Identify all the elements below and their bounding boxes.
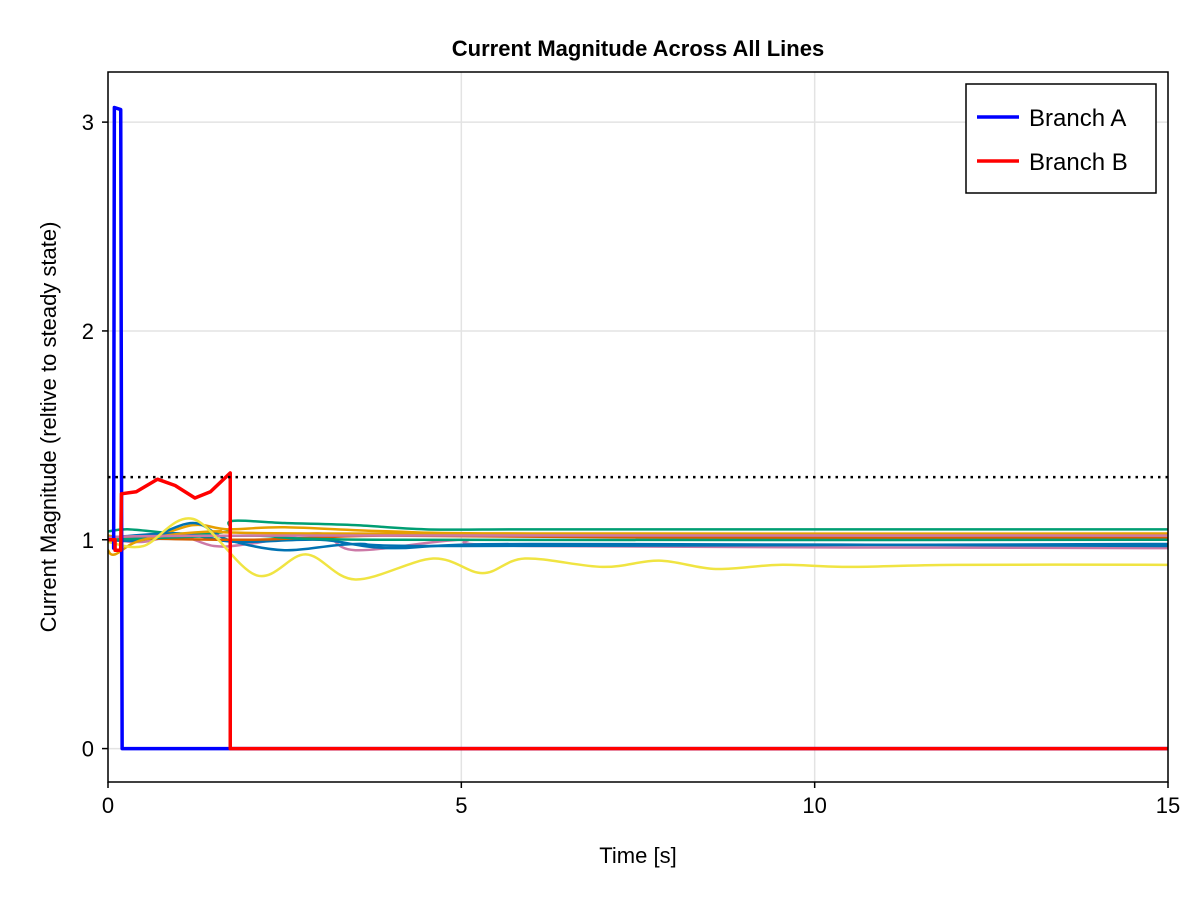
- series-line-9: [107, 534, 1169, 539]
- ticks: 0 5 10 15 0 1 2 3: [82, 110, 1180, 818]
- y-tick-label: 2: [82, 319, 94, 344]
- legend-label-branch-b: Branch B: [1029, 149, 1128, 176]
- x-tick-label: 5: [455, 793, 467, 818]
- y-tick-label: 0: [82, 737, 94, 762]
- series-branch-b: [108, 471, 1168, 751]
- x-tick-label: 15: [1156, 793, 1180, 818]
- y-tick-label: 1: [82, 528, 94, 553]
- chart-title: Current Magnitude Across All Lines: [452, 36, 824, 61]
- legend: Branch A Branch B: [965, 83, 1157, 194]
- x-axis-label: Time [s]: [599, 843, 676, 868]
- x-tick-label: 0: [102, 793, 114, 818]
- legend-label-branch-a: Branch A: [1029, 105, 1126, 132]
- series-line-10: [107, 517, 1169, 581]
- axes-frame: [107, 71, 1169, 783]
- x-tick-label: 10: [802, 793, 826, 818]
- plot-area: [107, 105, 1169, 751]
- y-tick-label: 3: [82, 110, 94, 135]
- legend-box: [965, 83, 1157, 194]
- series-branch-a: [108, 105, 1168, 751]
- y-axis-label: Current Magnitude (reltive to steady sta…: [36, 222, 61, 633]
